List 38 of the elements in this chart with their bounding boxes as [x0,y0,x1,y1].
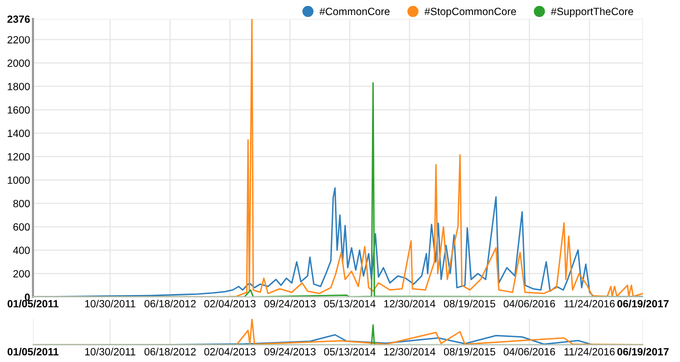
y-tick-label: 1400 [8,130,30,138]
x-tick-label: 11/24/2016 [564,348,615,356]
x-tick-label: 09/24/2013 [264,348,316,356]
x-tick-label: 02/04/2013 [204,348,256,356]
y-tick-label: 2376 [7,15,30,23]
x-tick-label: 04/06/2016 [504,300,555,308]
x-tick-label: 06/18/2012 [144,348,196,356]
x-tick-label: 10/30/2011 [85,300,136,308]
y-tick-label: 800 [13,200,30,208]
x-tick-label: 06/19/2017 [617,348,669,356]
x-tick-label: 12/30/2014 [384,300,436,308]
x-tick-label: 05/13/2014 [324,300,376,308]
x-tick-label: 12/30/2014 [384,348,436,356]
y-tick-label: 1000 [8,176,30,184]
y-tick-label: 200 [13,270,30,278]
x-tick-label: 09/24/2013 [264,300,316,308]
x-tick-label: 06/18/2012 [144,300,196,308]
x-tick-label: 04/06/2016 [504,348,555,356]
legend-label: #SupportTheCore [550,7,634,18]
x-tick-label: 02/04/2013 [204,300,256,308]
x-tick-label: 01/05/2011 [8,348,58,356]
x-tick-label: 11/24/2016 [564,300,615,308]
y-tick-label: 1200 [8,153,30,160]
x-tick-label: 06/19/2017 [617,300,669,308]
x-tick-label: 08/19/2015 [444,300,496,308]
y-tick-label: 2000 [8,59,30,67]
y-tick-label: 400 [13,246,30,254]
x-tick-label: 10/30/2011 [85,348,136,356]
y-tick-label: 1800 [8,82,30,90]
x-tick-label: 08/19/2015 [444,348,496,356]
legend-label: #StopCommonCore [424,8,516,18]
y-tick-label: 600 [13,223,30,231]
y-tick-label: 1600 [8,106,30,114]
y-tick-label: 0 [24,293,30,301]
legend-label: #CommonCore [319,8,390,16]
x-tick-label: 01/05/2011 [8,300,58,308]
x-tick-label: 05/13/2014 [324,348,376,356]
y-tick-label: 2200 [8,36,30,44]
